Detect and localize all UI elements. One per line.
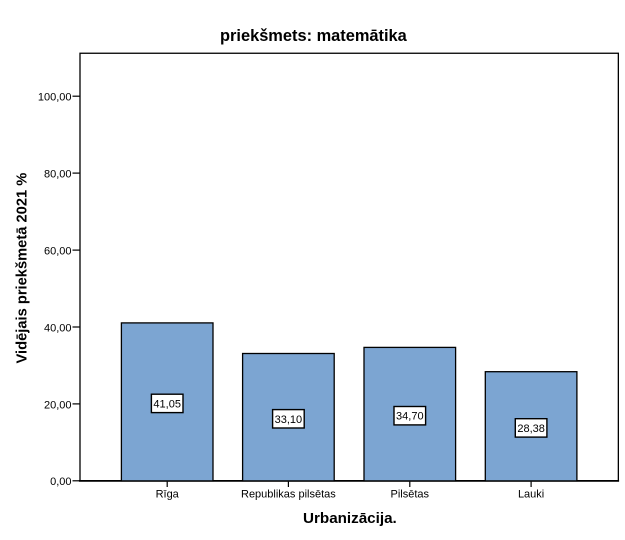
svg-text:41,05: 41,05 xyxy=(153,398,181,410)
svg-text:0,00: 0,00 xyxy=(50,476,71,488)
svg-text:60,00: 60,00 xyxy=(44,246,72,258)
svg-text:34,70: 34,70 xyxy=(396,411,424,423)
svg-text:priekšmets: matemātika: priekšmets: matemātika xyxy=(220,27,408,45)
svg-text:Urbanizācija.: Urbanizācija. xyxy=(303,510,397,527)
svg-text:40,00: 40,00 xyxy=(44,322,72,334)
svg-text:Lauki: Lauki xyxy=(518,489,544,501)
svg-text:28,38: 28,38 xyxy=(517,423,545,435)
svg-text:Pilsētas: Pilsētas xyxy=(391,489,430,501)
svg-text:33,10: 33,10 xyxy=(275,414,303,426)
svg-text:20,00: 20,00 xyxy=(44,399,72,411)
svg-text:Republikas pilsētas: Republikas pilsētas xyxy=(241,489,336,501)
svg-text:Vidējais priekšmetā 2021 %: Vidējais priekšmetā 2021 % xyxy=(15,173,31,364)
svg-text:Rīga: Rīga xyxy=(156,489,180,501)
svg-text:100,00: 100,00 xyxy=(38,92,72,104)
svg-text:80,00: 80,00 xyxy=(44,169,72,181)
